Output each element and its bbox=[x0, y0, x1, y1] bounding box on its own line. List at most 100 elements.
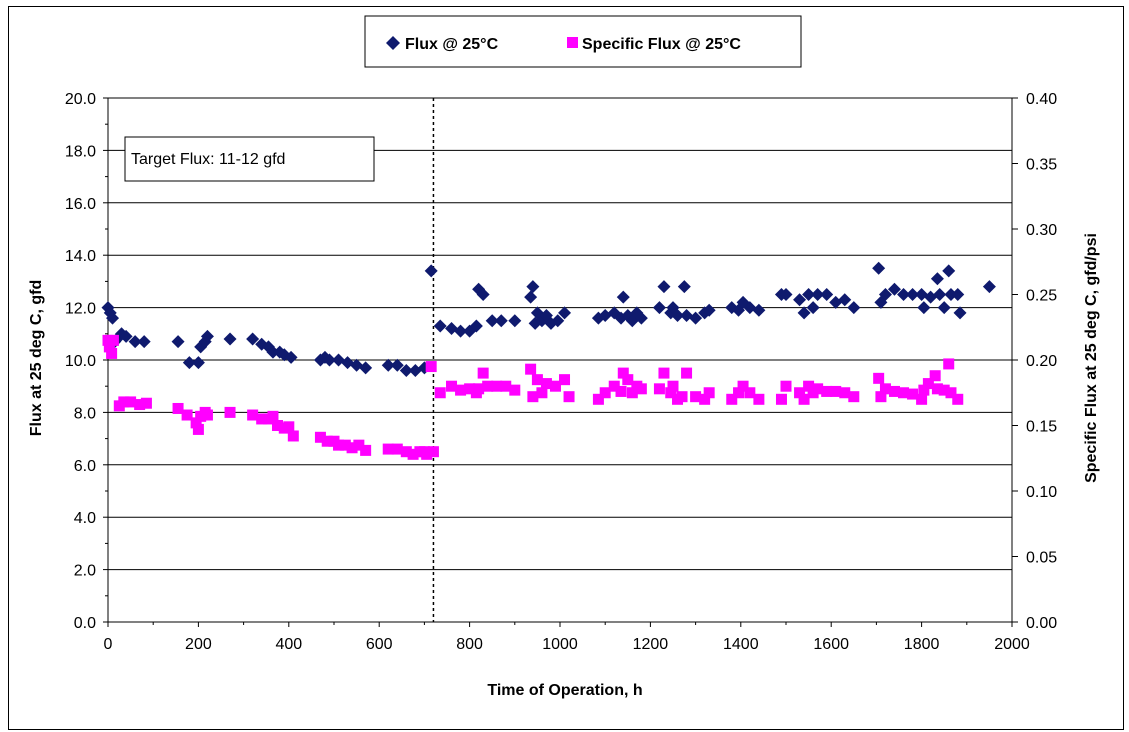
flux-point bbox=[106, 311, 120, 325]
flux-point bbox=[223, 332, 237, 346]
specific-flux-point bbox=[879, 383, 891, 395]
specific-flux-point bbox=[190, 417, 202, 429]
specific-flux-point bbox=[172, 402, 184, 414]
specific-flux-point bbox=[726, 393, 738, 405]
specific-flux-point bbox=[391, 443, 403, 455]
specific-flux-point bbox=[563, 391, 575, 403]
y2-tick-label: 0.15 bbox=[1026, 419, 1057, 436]
y2-axis-title: Specific Flux at 25 deg C, gfd/psi bbox=[1083, 233, 1100, 483]
x-tick-label: 800 bbox=[456, 636, 483, 653]
flux-point bbox=[906, 288, 920, 301]
series-flux bbox=[101, 261, 996, 377]
specific-flux-point bbox=[107, 334, 119, 346]
specific-flux-point bbox=[875, 391, 887, 403]
specific-flux-point bbox=[224, 406, 236, 418]
specific-flux-point bbox=[608, 380, 620, 392]
y-tick-label: 4.0 bbox=[74, 510, 96, 527]
flux-point bbox=[171, 335, 185, 349]
specific-flux-point bbox=[482, 380, 494, 392]
annotation-text: Target Flux: 11-12 gfd bbox=[131, 151, 285, 168]
y2-tick-label: 0.35 bbox=[1026, 157, 1057, 174]
specific-flux-point bbox=[898, 387, 910, 399]
specific-flux-point bbox=[421, 448, 433, 460]
specific-flux-point bbox=[559, 374, 571, 386]
flux-point bbox=[933, 288, 947, 301]
y-tick-label: 10.0 bbox=[65, 353, 96, 370]
specific-flux-point bbox=[931, 383, 943, 395]
specific-flux-point bbox=[125, 396, 137, 408]
specific-flux-point bbox=[549, 380, 561, 392]
flux-point bbox=[433, 319, 447, 333]
x-tick-label: 1600 bbox=[813, 636, 849, 653]
annotation-box: Target Flux: 11-12 gfd bbox=[124, 136, 375, 182]
flux-point bbox=[524, 290, 538, 304]
specific-flux-point bbox=[118, 396, 130, 408]
specific-flux-point bbox=[333, 439, 345, 451]
flux-point bbox=[847, 301, 861, 315]
specific-flux-point bbox=[192, 423, 204, 435]
specific-flux-point bbox=[615, 385, 627, 397]
flux-point bbox=[508, 314, 522, 328]
flux-point bbox=[200, 329, 214, 343]
y2-tick-label: 0.40 bbox=[1026, 91, 1057, 108]
flux-point bbox=[246, 332, 260, 346]
specific-flux-point bbox=[287, 430, 299, 442]
specific-flux-point bbox=[407, 448, 419, 460]
specific-flux-point bbox=[888, 385, 900, 397]
specific-flux-point bbox=[455, 384, 467, 396]
specific-flux-point bbox=[360, 444, 372, 456]
specific-flux-point bbox=[907, 388, 919, 400]
specific-flux-point bbox=[531, 374, 543, 386]
flux-point bbox=[128, 335, 142, 349]
specific-flux-point bbox=[599, 387, 611, 399]
specific-flux-point bbox=[803, 380, 815, 392]
specific-flux-point bbox=[509, 384, 521, 396]
flux-point bbox=[399, 363, 413, 377]
flux-point bbox=[454, 324, 468, 338]
flux-point bbox=[390, 358, 404, 372]
flux-point bbox=[494, 314, 508, 328]
specific-flux-point bbox=[491, 380, 503, 392]
specific-flux-point bbox=[536, 387, 548, 399]
specific-flux-point bbox=[477, 367, 489, 379]
flux-point bbox=[944, 288, 958, 301]
specific-flux-point bbox=[780, 380, 792, 392]
flux-point bbox=[266, 345, 280, 359]
flux-point bbox=[820, 288, 834, 301]
specific-flux-point bbox=[916, 393, 928, 405]
y-tick-label: 18.0 bbox=[65, 143, 96, 160]
x-tick-label: 2000 bbox=[994, 636, 1030, 653]
x-tick-label: 600 bbox=[366, 636, 393, 653]
specific-flux-point bbox=[134, 399, 146, 411]
specific-flux-point bbox=[929, 370, 941, 382]
flux-point bbox=[953, 306, 967, 320]
specific-flux-point bbox=[690, 391, 702, 403]
x-tick-label: 1800 bbox=[904, 636, 940, 653]
flux-point bbox=[671, 308, 685, 322]
specific-flux-point bbox=[283, 421, 295, 433]
specific-flux-point bbox=[794, 387, 806, 399]
specific-flux-point bbox=[703, 387, 715, 399]
x-tick-label: 0 bbox=[104, 636, 113, 653]
specific-flux-point bbox=[464, 383, 476, 395]
flux-point bbox=[689, 311, 703, 325]
specific-flux-point bbox=[527, 391, 539, 403]
flux-point bbox=[937, 301, 951, 315]
flux-point bbox=[191, 356, 205, 370]
specific-flux-point bbox=[812, 383, 824, 395]
specific-flux-point bbox=[918, 384, 930, 396]
flux-point bbox=[137, 335, 151, 349]
y2-tick-label: 0.30 bbox=[1026, 222, 1057, 239]
specific-flux-point bbox=[500, 380, 512, 392]
specific-flux-point bbox=[346, 442, 358, 454]
y-tick-label: 2.0 bbox=[74, 563, 96, 580]
flux-point bbox=[359, 361, 373, 375]
flux-point bbox=[119, 329, 133, 343]
specific-flux-point bbox=[665, 387, 677, 399]
specific-flux-point bbox=[873, 372, 885, 384]
specific-flux-point bbox=[321, 435, 333, 447]
y2-tick-label: 0.25 bbox=[1026, 288, 1057, 305]
flux-point bbox=[652, 301, 666, 315]
y2-tick-label: 0.05 bbox=[1026, 550, 1057, 567]
